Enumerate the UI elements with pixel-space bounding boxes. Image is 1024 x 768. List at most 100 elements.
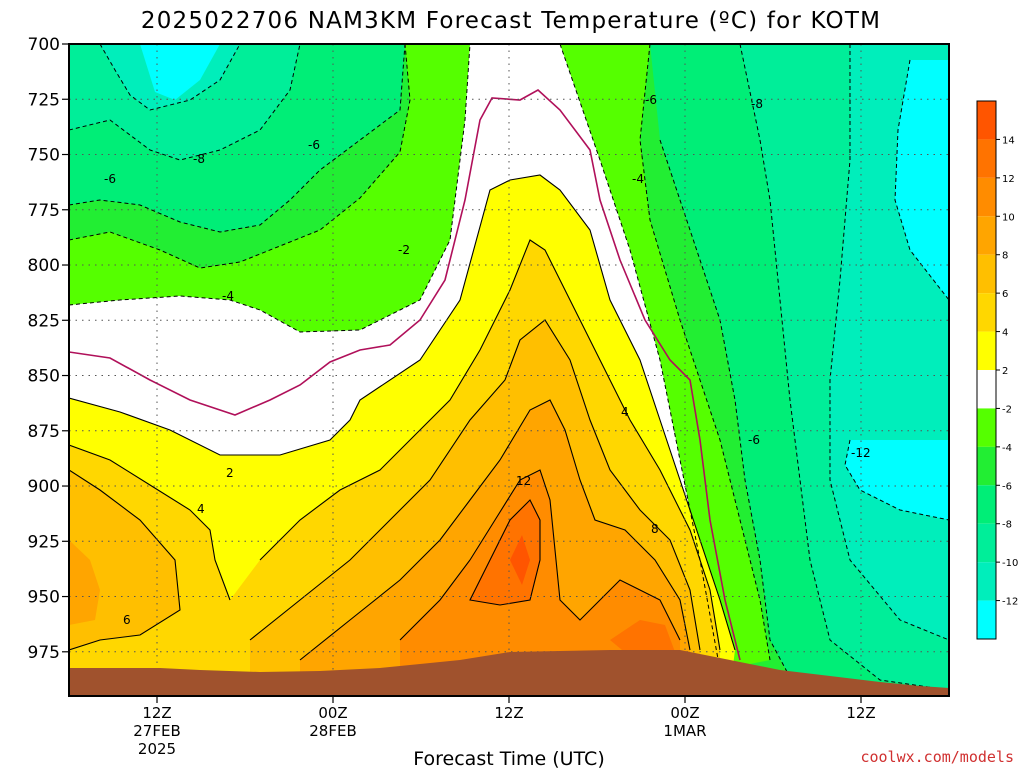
x-axis-label: Forecast Time (UTC) <box>413 748 604 768</box>
contour-label: -12 <box>851 446 871 460</box>
colorbar-bin <box>977 177 996 217</box>
colorbar-tick-label: -8 <box>1002 520 1012 531</box>
contour-2 <box>69 174 736 651</box>
y-tick-label: 750 <box>28 146 60 166</box>
contour-label: -4 <box>632 172 644 186</box>
contour-10 <box>399 469 681 641</box>
freezing-line <box>69 89 741 661</box>
dashed-minus10-left <box>99 44 241 111</box>
band-minus2-minus4-left <box>69 44 470 332</box>
colorbar-bin <box>977 485 996 524</box>
dashed-contours <box>69 44 949 696</box>
contour-label: 2 <box>226 466 234 480</box>
contour-label: 12 <box>516 474 531 488</box>
contour-label: 8 <box>651 522 659 536</box>
contour-6 <box>69 319 701 651</box>
colorbar-tick-label: 10 <box>1002 212 1015 223</box>
colorbar-tick-label: 4 <box>1002 328 1008 339</box>
contour-lines <box>69 174 736 661</box>
contour-label-group: -6 -8 -6 -6 -8 -4 -4 -2 -6 2 4 4 6 8 12 … <box>104 93 871 627</box>
y-tick-label: 900 <box>28 477 60 497</box>
credit-text: coolwx.com/models <box>860 748 1014 766</box>
band-14-16 <box>510 535 530 585</box>
colorbar-tick-label: -6 <box>1002 481 1012 492</box>
colorbar-tick-label: 8 <box>1002 251 1008 262</box>
y-tick-label: 925 <box>28 532 60 552</box>
dashed-minus10-right <box>829 44 949 641</box>
dashed-minus6-left <box>69 44 406 233</box>
dashed-minus4-right <box>639 44 771 661</box>
x-tick-label: 12Z <box>494 704 523 722</box>
dashed-minus8-right <box>739 44 949 691</box>
colorbar-bin <box>977 331 996 370</box>
colorbar-bin <box>977 370 996 409</box>
x-tick-label: 28FEB <box>309 722 356 740</box>
contour-label: -6 <box>645 93 657 107</box>
contour-label: 6 <box>123 613 131 627</box>
colorbar-bin <box>977 600 996 639</box>
band-minus12-right <box>895 60 949 300</box>
band-10-12 <box>400 470 680 690</box>
y-tick-label: 875 <box>28 422 60 442</box>
dashed-minus8-left <box>69 44 301 161</box>
band-minus2-minus4-right <box>560 44 770 670</box>
colorbar: 14 12 10 8 6 4 2 -2 -4 -6 -8 -10 -12 <box>976 100 1018 640</box>
y-tick-label: 775 <box>28 201 60 221</box>
dashed-minus4-left <box>69 44 471 333</box>
contour-label: -4 <box>222 289 234 303</box>
colorbar-tick-label: -12 <box>1002 597 1018 608</box>
colorbar-bin <box>977 216 996 255</box>
colorbar-bin <box>977 139 996 178</box>
band-8-10-left <box>69 540 100 625</box>
dashed-minus2-right <box>559 44 721 671</box>
dashed-minus2-left <box>69 44 411 269</box>
terrain <box>69 650 949 696</box>
colorbar-bin <box>977 523 996 563</box>
plot-area <box>69 44 949 696</box>
colorbar-bin <box>977 254 996 294</box>
colorbar-tick-label: 6 <box>1002 289 1008 300</box>
contour-label: 4 <box>621 405 629 419</box>
contour-4 <box>69 239 721 651</box>
y-tick-label: 975 <box>28 643 60 663</box>
contour-label: -8 <box>751 97 763 111</box>
contour-label: -6 <box>308 138 320 152</box>
y-tick-label: 700 <box>28 35 60 55</box>
x-tick-label: 27FEB <box>133 722 180 740</box>
x-tick-label: 12Z <box>846 704 875 722</box>
contour-label: -2 <box>398 243 410 257</box>
x-tick-label: 12Z <box>142 704 171 722</box>
dashed-minus6-right <box>659 139 801 696</box>
colorbar-bin <box>977 446 996 486</box>
contour-12 <box>469 499 541 606</box>
x-tick-label: 2025 <box>138 740 176 758</box>
x-tick-label: 1MAR <box>663 722 706 740</box>
contour-label: -8 <box>193 152 205 166</box>
y-tick-label: 950 <box>28 588 60 608</box>
y-tick-label: 725 <box>28 90 60 110</box>
colorbar-tick-label: -2 <box>1002 404 1012 415</box>
band-minus12-left <box>140 44 220 100</box>
colorbar-bin <box>977 408 996 447</box>
contour-label: -6 <box>104 172 116 186</box>
colorbar-tick-label: -10 <box>1002 558 1018 569</box>
colorbar-bin <box>977 293 996 332</box>
contour-label: 4 <box>197 502 205 516</box>
y-axis: 700 725 750 775 800 825 850 875 900 925 950 975 <box>28 35 69 663</box>
gridlines <box>69 44 949 696</box>
band-minus12-right-low <box>845 440 949 520</box>
colorbar-tick-label: 2 <box>1002 366 1008 377</box>
colorbar-bin <box>977 101 996 140</box>
y-tick-label: 800 <box>28 256 60 276</box>
chart-title: 2025022706 NAM3KM Forecast Temperature (… <box>141 8 881 34</box>
contour-8 <box>299 399 691 661</box>
colorbar-tick-label: 12 <box>1002 174 1015 185</box>
y-tick-label: 825 <box>28 311 60 331</box>
y-tick-label: 850 <box>28 367 60 387</box>
x-tick-label: 00Z <box>318 704 347 722</box>
colorbar-bin <box>977 562 996 601</box>
x-tick-label: 00Z <box>670 704 699 722</box>
colorbar-tick-label: -4 <box>1002 443 1012 454</box>
